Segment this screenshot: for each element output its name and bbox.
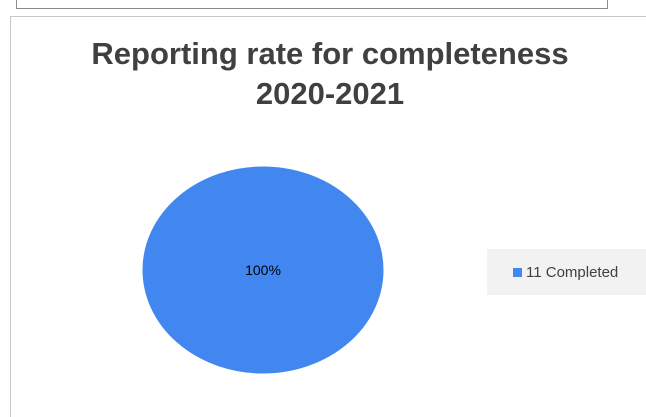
pie-slice-0 <box>141 165 385 375</box>
slice-data-label: 100% <box>245 262 281 278</box>
legend-swatch-icon <box>513 267 522 277</box>
legend-label: 11 Completed <box>526 263 619 281</box>
chart-subtitle: 2020-2021 <box>255 76 405 111</box>
top-frame <box>16 0 608 9</box>
legend: 11 Completed <box>487 249 646 295</box>
chart-title-block: Reporting rate for completeness 2020-202… <box>10 34 646 114</box>
chart-title: Reporting rate for completeness <box>91 36 569 71</box>
